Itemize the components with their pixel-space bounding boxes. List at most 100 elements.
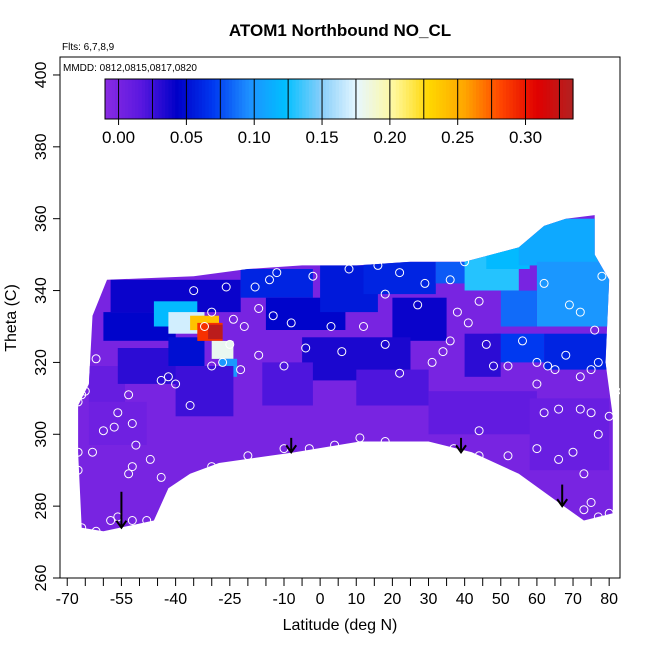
data-point bbox=[113, 408, 123, 418]
arrow-markers bbox=[115, 437, 569, 530]
colorbar-swatch bbox=[175, 79, 180, 119]
x-tick-label: 40 bbox=[456, 591, 474, 608]
y-tick-label: 400 bbox=[33, 62, 50, 89]
colorbar-swatch bbox=[449, 79, 454, 119]
colorbar-swatch bbox=[459, 79, 464, 119]
data-point bbox=[88, 447, 97, 457]
colorbar-swatch bbox=[235, 79, 240, 119]
data-point bbox=[395, 268, 405, 278]
colorbar-swatch bbox=[145, 79, 150, 119]
colorbar-swatch bbox=[552, 79, 557, 119]
colorbar-swatch bbox=[556, 79, 561, 119]
colorbar-swatch bbox=[359, 79, 363, 119]
colorbar-swatch bbox=[308, 79, 313, 119]
data-point bbox=[431, 447, 441, 457]
colorbar-swatch bbox=[248, 79, 253, 119]
colorbar-swatch bbox=[158, 79, 163, 119]
colorbar-swatch bbox=[302, 79, 307, 119]
data-point bbox=[243, 451, 253, 461]
colorbar-swatch bbox=[335, 79, 340, 119]
data-point bbox=[218, 357, 228, 367]
data-point bbox=[73, 465, 83, 475]
colorbar-swatch bbox=[108, 79, 113, 119]
colorbar-swatch bbox=[429, 79, 434, 119]
colorbar-swatch bbox=[195, 79, 200, 119]
colorbar-swatch bbox=[549, 79, 554, 119]
colorbar-swatch bbox=[509, 79, 514, 119]
colorbar-tick-label: 0.20 bbox=[373, 128, 406, 147]
data-point bbox=[593, 357, 603, 367]
colorbar-swatch bbox=[171, 79, 176, 119]
colorbar-swatch bbox=[546, 79, 551, 119]
data-point bbox=[131, 440, 141, 450]
colorbar-swatch bbox=[499, 79, 504, 119]
colorbar-swatch bbox=[432, 79, 437, 119]
colorbar-swatch bbox=[425, 79, 430, 119]
y-tick-label: 260 bbox=[33, 565, 50, 592]
data-point bbox=[406, 444, 415, 454]
colorbar-swatch bbox=[472, 79, 477, 119]
colorbar-swatch bbox=[415, 79, 420, 119]
data-point bbox=[344, 264, 354, 274]
colorbar-swatch bbox=[318, 79, 323, 119]
colorbar-swatch bbox=[148, 79, 153, 119]
colorbar-swatch bbox=[258, 79, 263, 119]
colorbar-swatch bbox=[492, 79, 497, 119]
data-point bbox=[460, 257, 470, 267]
data-point bbox=[268, 311, 278, 321]
heatmap-cell bbox=[356, 369, 429, 406]
data-point bbox=[463, 318, 473, 328]
data-point bbox=[579, 469, 589, 479]
colorbar-swatch bbox=[382, 79, 387, 119]
down-arrow-icon bbox=[455, 437, 467, 454]
heatmap-cell bbox=[240, 269, 313, 298]
colorbar-swatch bbox=[332, 79, 337, 119]
data-point bbox=[77, 523, 87, 533]
colorbar-swatch bbox=[385, 79, 390, 119]
colorbar-swatch bbox=[379, 79, 384, 119]
colorbar-swatch bbox=[181, 79, 186, 119]
colorbar-swatch bbox=[409, 79, 414, 119]
data-point bbox=[586, 408, 596, 418]
colorbar-swatch bbox=[342, 79, 347, 119]
colorbar-swatch bbox=[128, 79, 133, 119]
colorbar-swatch bbox=[238, 79, 243, 119]
data-point bbox=[80, 386, 90, 396]
plot-frame bbox=[59, 56, 621, 579]
x-tick-label: -25 bbox=[218, 591, 241, 608]
flights-note: Flts: 6,7,8,9 bbox=[62, 42, 115, 53]
heatmap-cell bbox=[363, 261, 436, 295]
data-point bbox=[272, 268, 282, 278]
data-point bbox=[564, 300, 574, 310]
data-point bbox=[543, 361, 553, 371]
colorbar-swatch bbox=[519, 79, 524, 119]
data-point bbox=[593, 512, 603, 522]
heatmap-cell bbox=[168, 337, 205, 366]
x-tick-label: 0 bbox=[316, 591, 325, 608]
data-point bbox=[604, 411, 614, 421]
data-point bbox=[380, 289, 390, 299]
x-tick-label: 20 bbox=[383, 591, 401, 608]
colorbar-swatch bbox=[506, 79, 511, 119]
colorbar-swatch bbox=[482, 79, 487, 119]
colorbar-swatch bbox=[369, 79, 374, 119]
colorbar-swatch bbox=[442, 79, 447, 119]
data-point bbox=[286, 318, 296, 328]
data-point bbox=[236, 365, 246, 375]
data-point bbox=[250, 282, 260, 292]
colorbar-swatch bbox=[559, 79, 564, 119]
data-point bbox=[575, 372, 585, 382]
colorbar-swatch bbox=[295, 79, 300, 119]
data-point bbox=[503, 361, 513, 371]
data-point bbox=[98, 426, 108, 436]
colorbar-swatch bbox=[315, 79, 320, 119]
data-point bbox=[163, 372, 173, 382]
heatmap-cell bbox=[518, 218, 599, 266]
colorbar-swatch bbox=[288, 79, 293, 119]
data-point bbox=[452, 307, 462, 317]
data-point bbox=[438, 347, 448, 357]
data-point bbox=[416, 469, 426, 479]
x-axis: -70 -55 -40 -25 -10 0 10 20 30 40 50 60 70 80 bbox=[56, 578, 618, 608]
chart-title: ATOM1 Northbound NO_CL bbox=[229, 21, 451, 40]
